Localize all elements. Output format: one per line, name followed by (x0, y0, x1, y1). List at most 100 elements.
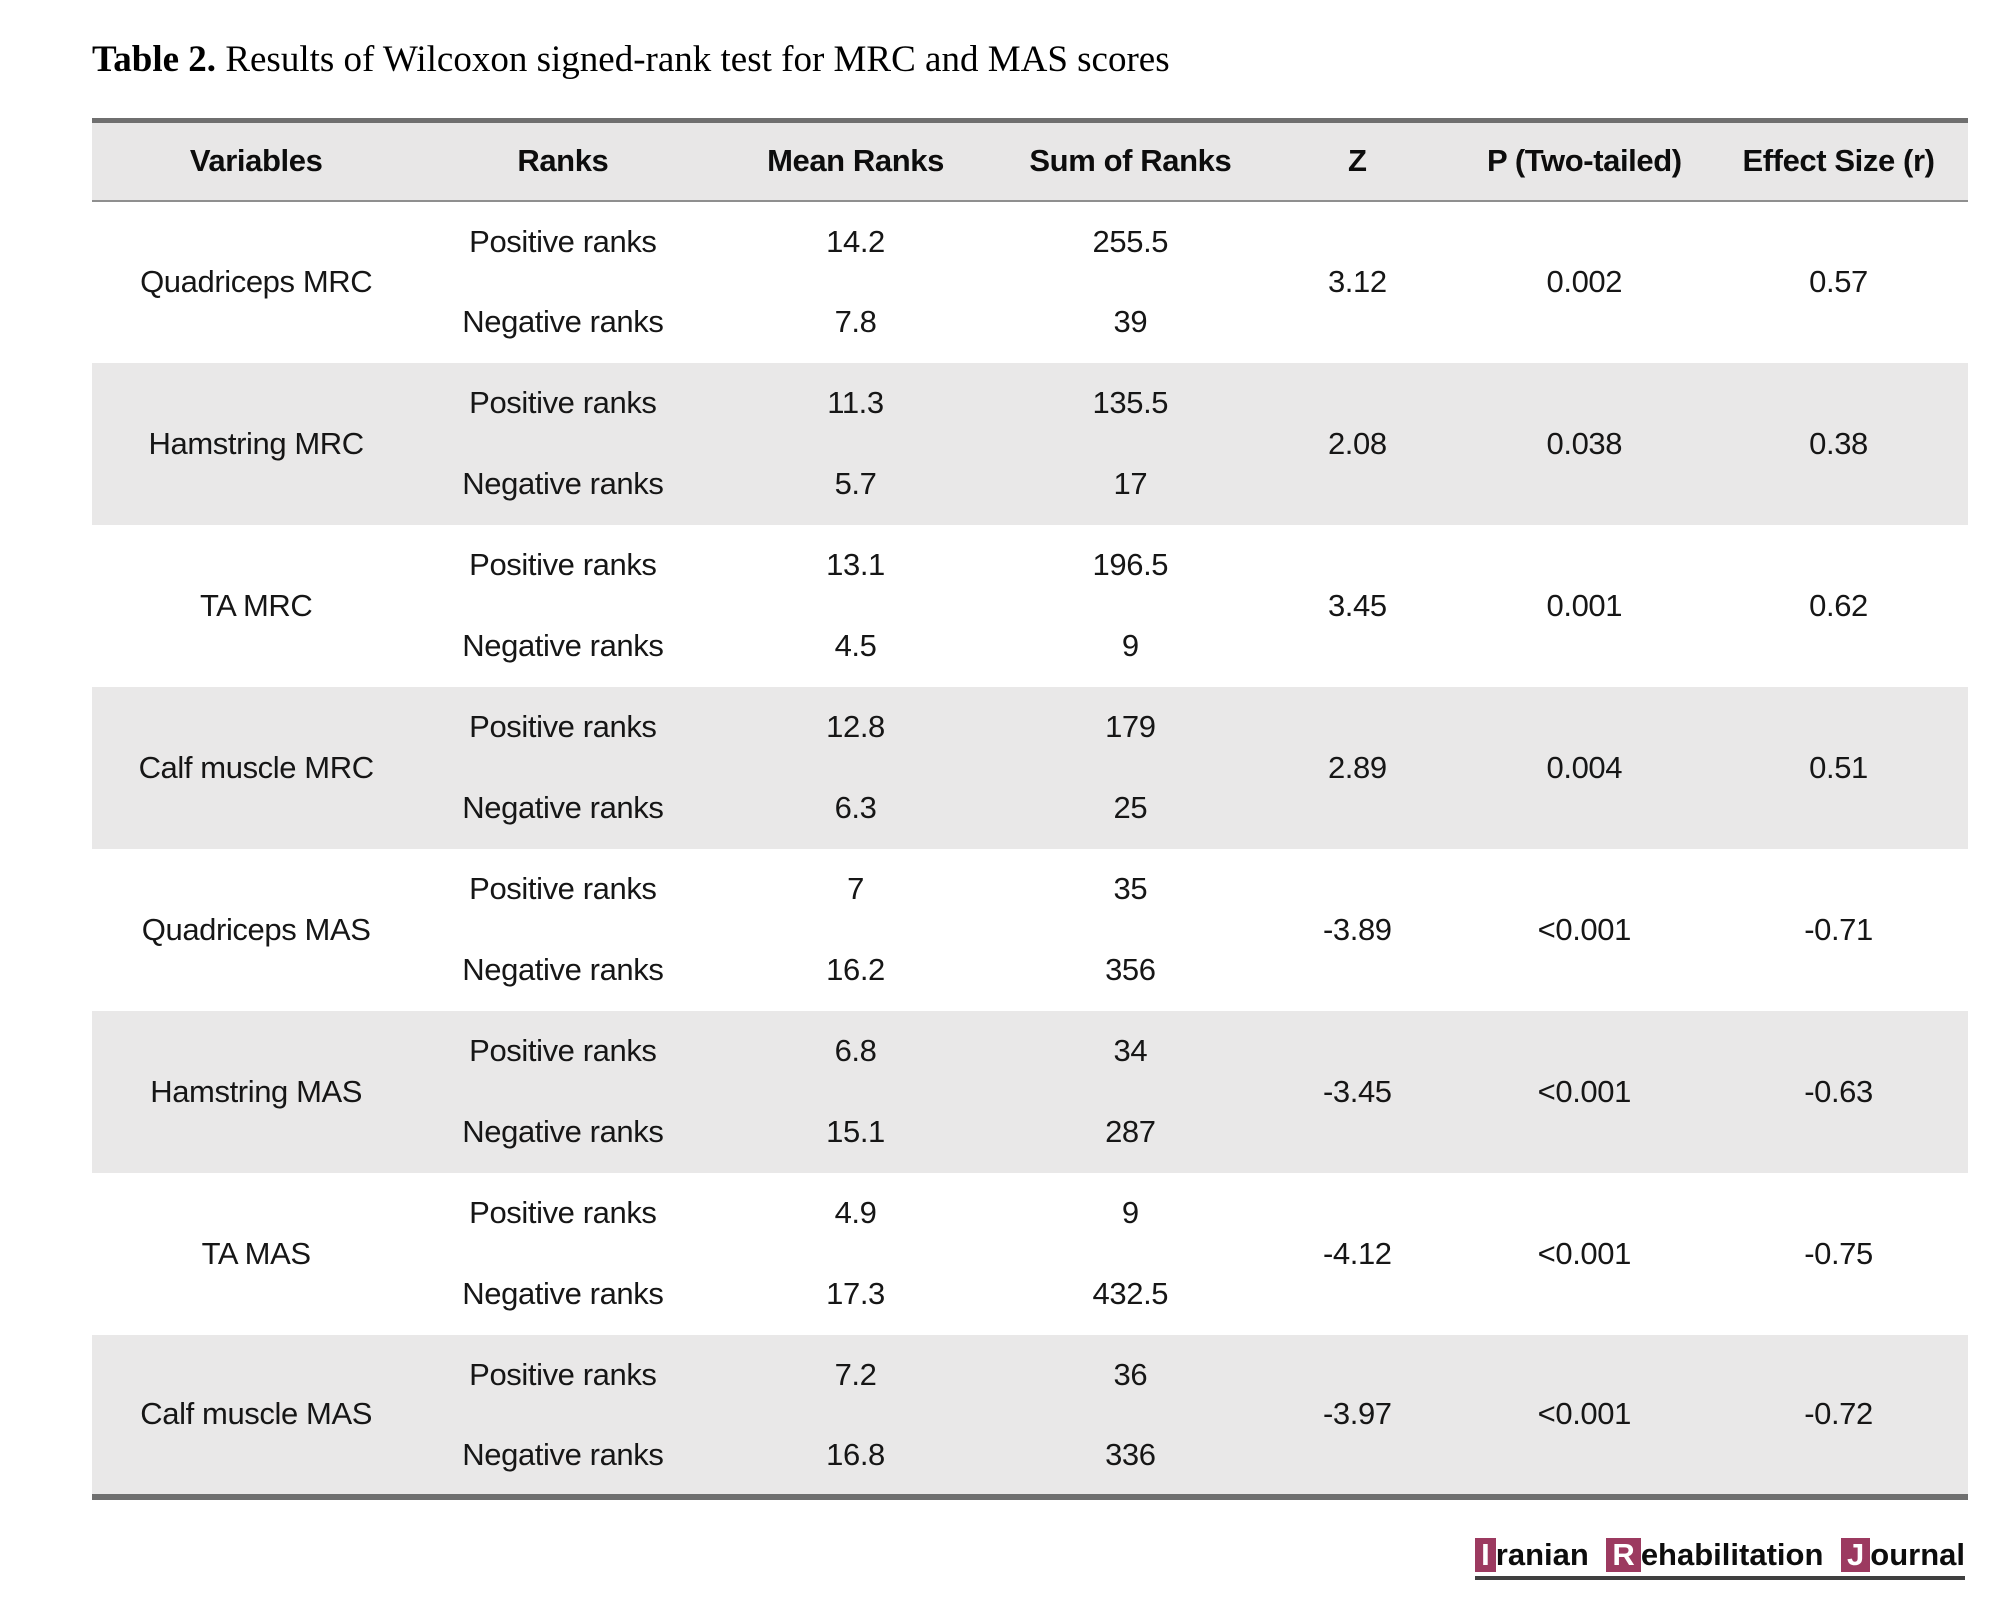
table-row-positive: TA MRC Positive ranks 13.1 196.5 3.45 0.… (92, 525, 1968, 623)
negative-mean-rank-cell: 5.7 (834, 466, 877, 501)
table-row-positive: Hamstring MAS Positive ranks 6.8 34 -3.4… (92, 1010, 1968, 1109)
positive-ranks-label: Positive ranks (469, 385, 657, 420)
effect-size-cell: 0.38 (1809, 425, 1868, 461)
table-body: Quadriceps MRC Positive ranks 14.2 255.5… (92, 201, 1968, 1497)
positive-mean-rank-cell: 4.9 (834, 1195, 877, 1230)
negative-ranks-label: Negative ranks (462, 1436, 664, 1472)
variable-cell: Calf muscle MRC (138, 749, 375, 785)
table-row-positive: TA MAS Positive ranks 4.9 9 -4.12 <0.001… (92, 1173, 1968, 1271)
effect-size-cell: 0.51 (1809, 749, 1868, 785)
table-row-negative: Negative ranks 17.3 432.5 (92, 1254, 1968, 1335)
negative-sum-rank-cell: 17 (1113, 466, 1148, 501)
variable-cell: TA MAS (201, 1235, 311, 1271)
effect-size-cell: -0.75 (1804, 1235, 1873, 1271)
negative-sum-rank-cell: 25 (1113, 790, 1148, 825)
negative-mean-rank-cell: 16.8 (826, 1436, 885, 1472)
positive-sum-rank-cell: 36 (1113, 1357, 1148, 1392)
positive-ranks-label: Positive ranks (469, 1357, 657, 1392)
effect-size-cell: -0.72 (1804, 1396, 1873, 1431)
positive-sum-rank-cell: 35 (1113, 871, 1148, 906)
variable-cell: Hamstring MAS (150, 1073, 363, 1109)
z-cell: -4.12 (1322, 1235, 1392, 1271)
effect-size-cell: 0.62 (1809, 587, 1868, 623)
effect-size-cell: 0.57 (1809, 264, 1868, 299)
table-row-positive: Hamstring MRC Positive ranks 11.3 135.5 … (92, 362, 1968, 461)
p-value-cell: 0.004 (1546, 749, 1623, 785)
negative-ranks-label: Negative ranks (462, 790, 664, 825)
table-row-negative: Negative ranks 4.5 9 (92, 606, 1968, 687)
wilcoxon-results-table: Variables Ranks Mean Ranks Sum of Ranks … (92, 118, 1968, 1500)
journal-logo-initial: R (1606, 1538, 1641, 1572)
z-cell: -3.97 (1322, 1396, 1392, 1431)
negative-mean-rank-cell: 6.3 (834, 790, 877, 825)
negative-mean-rank-cell: 15.1 (826, 1114, 885, 1149)
column-header-p-two-tailed: P (Two-tailed) (1486, 143, 1682, 179)
variable-cell: Calf muscle MAS (140, 1396, 373, 1431)
negative-mean-rank-cell: 7.8 (834, 304, 877, 339)
table-row-negative: Negative ranks 16.2 356 (92, 930, 1968, 1011)
positive-sum-rank-cell: 179 (1105, 709, 1156, 744)
z-cell: 3.45 (1327, 587, 1387, 623)
positive-sum-rank-cell: 255.5 (1092, 223, 1169, 259)
positive-mean-rank-cell: 13.1 (826, 547, 885, 582)
table-row-positive: Quadriceps MAS Positive ranks 7 35 -3.89… (92, 849, 1968, 947)
z-cell: 2.89 (1327, 749, 1387, 785)
positive-mean-rank-cell: 14.2 (826, 223, 885, 259)
negative-mean-rank-cell: 17.3 (826, 1276, 885, 1311)
z-cell: -3.45 (1322, 1073, 1392, 1109)
journal-logo-word-rest: ournal (1870, 1537, 1965, 1572)
p-value-cell: 0.038 (1546, 425, 1623, 461)
journal-logo-word-rest: ehabilitation (1640, 1537, 1824, 1572)
positive-ranks-label: Positive ranks (469, 871, 657, 906)
negative-sum-rank-cell: 287 (1105, 1114, 1156, 1149)
z-cell: 2.08 (1327, 425, 1387, 461)
positive-mean-rank-cell: 7 (847, 871, 864, 906)
negative-sum-rank-cell: 356 (1105, 952, 1156, 987)
negative-ranks-label: Negative ranks (462, 628, 664, 663)
negative-mean-rank-cell: 4.5 (834, 628, 877, 663)
negative-ranks-label: Negative ranks (462, 952, 664, 987)
z-cell: -3.89 (1322, 911, 1392, 947)
positive-sum-rank-cell: 9 (1121, 1195, 1139, 1230)
journal-logo-word-rest: ranian (1495, 1537, 1589, 1572)
negative-ranks-label: Negative ranks (462, 304, 664, 339)
table-number-label: Table 2. (92, 39, 217, 80)
variable-cell: Hamstring MRC (148, 425, 365, 461)
effect-size-cell: -0.63 (1804, 1073, 1873, 1109)
table-title-text: Results of Wilcoxon signed-rank test for… (216, 39, 1170, 80)
table-row-positive: Calf muscle MAS Positive ranks 7.2 36 -3… (92, 1334, 1968, 1431)
p-value-cell: 0.002 (1546, 264, 1623, 299)
positive-ranks-label: Positive ranks (469, 1033, 657, 1068)
positive-ranks-label: Positive ranks (469, 709, 657, 744)
negative-sum-rank-cell: 432.5 (1092, 1276, 1169, 1311)
negative-mean-rank-cell: 16.2 (826, 952, 885, 987)
variable-cell: Quadriceps MRC (140, 264, 373, 299)
positive-sum-rank-cell: 196.5 (1092, 547, 1169, 582)
negative-sum-rank-cell: 336 (1105, 1436, 1156, 1472)
p-value-cell: 0.001 (1546, 587, 1623, 623)
positive-ranks-label: Positive ranks (469, 223, 657, 259)
positive-mean-rank-cell: 11.3 (827, 385, 884, 420)
positive-ranks-label: Positive ranks (469, 1195, 657, 1230)
journal-logo-initial: J (1841, 1538, 1871, 1572)
positive-mean-rank-cell: 12.8 (826, 709, 885, 744)
p-value-cell: <0.001 (1537, 1235, 1632, 1271)
page-title: Table 2. Results of Wilcoxon signed-rank… (92, 38, 1170, 81)
column-header-ranks: Ranks (517, 143, 609, 179)
negative-ranks-label: Negative ranks (462, 1114, 664, 1149)
effect-size-cell: -0.71 (1804, 911, 1873, 947)
table-row-positive: Calf muscle MRC Positive ranks 12.8 179 … (92, 686, 1968, 785)
negative-sum-rank-cell: 9 (1121, 628, 1139, 663)
journal-logo-initial: I (1475, 1538, 1496, 1572)
negative-ranks-label: Negative ranks (462, 1276, 664, 1311)
negative-ranks-label: Negative ranks (462, 466, 664, 501)
p-value-cell: <0.001 (1537, 911, 1632, 947)
column-header-z: Z (1348, 143, 1367, 179)
header-row: Variables Ranks Mean Ranks Sum of Ranks … (92, 120, 1968, 201)
negative-sum-rank-cell: 39 (1113, 304, 1148, 339)
column-header-mean-ranks: Mean Ranks (767, 143, 944, 179)
